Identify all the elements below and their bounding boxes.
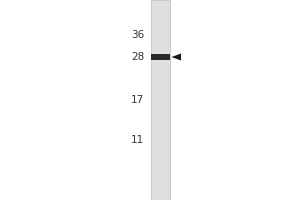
Text: 36: 36 xyxy=(131,30,144,40)
Text: 11: 11 xyxy=(131,135,144,145)
Text: 17: 17 xyxy=(131,95,144,105)
Bar xyxy=(151,54,170,60)
Text: 28: 28 xyxy=(131,52,144,62)
Polygon shape xyxy=(172,53,181,61)
Bar xyxy=(151,0,170,200)
